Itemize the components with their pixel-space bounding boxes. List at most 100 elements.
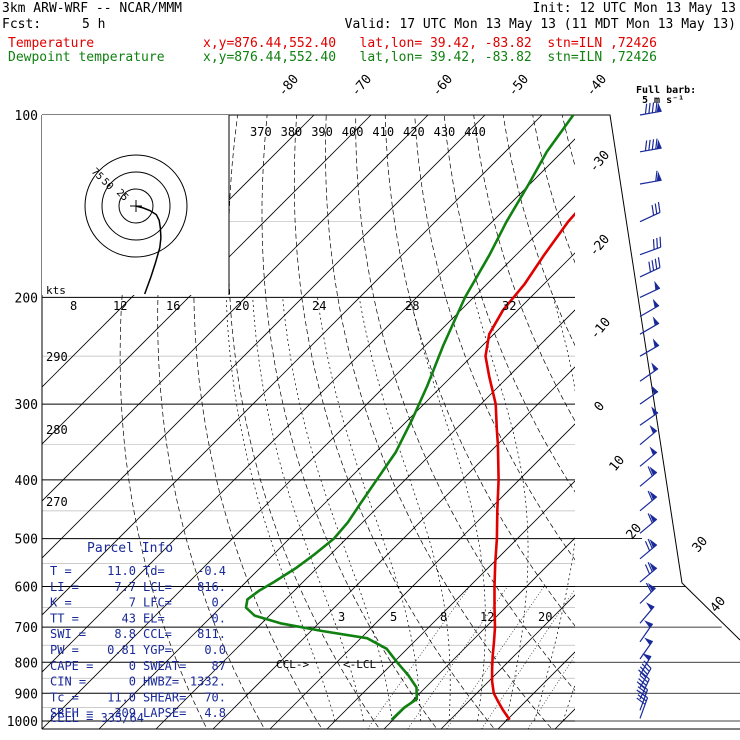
isotherm-label: -40 (584, 72, 611, 100)
wind-barb-feather (644, 564, 651, 575)
wind-barb-feathers (652, 236, 662, 250)
parcel-value: 8.8 (114, 627, 136, 641)
hodograph-trace (135, 205, 162, 295)
mixing-ratio-label: 32 (502, 299, 516, 313)
wind-barb-staff (639, 110, 662, 116)
pressure-tick-label: 700 (15, 621, 38, 636)
parcel-value: 811. (197, 627, 226, 641)
isotherm-label: -60 (430, 72, 457, 100)
dry-adiabat (293, 115, 495, 729)
isotherm-line (42, 115, 543, 616)
wind-barb (639, 236, 662, 256)
wind-barb-pennant (644, 637, 653, 646)
wind-barb-feather (645, 582, 652, 593)
wind-barb (639, 385, 659, 405)
parcel-value: 4.8 (204, 706, 226, 720)
wind-barb-feathers (655, 170, 662, 182)
wind-barb (639, 406, 659, 426)
lcl-marker: <-LCL (343, 658, 376, 671)
parcel-value: 309 (114, 706, 136, 720)
wind-barb-feather (638, 678, 647, 686)
wind-barb-feather (647, 490, 653, 501)
parcel-info: Parcel Info CELL = 335/64 T = 11.0 Td= -0.4… (50, 541, 226, 725)
hodograph-ring (118, 188, 154, 224)
dry-adiabat (621, 115, 740, 734)
wind-barb-pennant (651, 362, 659, 372)
parcel-key: Tc = (50, 690, 79, 704)
theta-label: 380 (281, 125, 303, 139)
dry-adiabat-label: 280 (46, 423, 68, 437)
isotherm-line (42, 115, 486, 559)
parcel-key: LAPSE= (143, 706, 186, 720)
wind-barb-pennant (656, 102, 662, 113)
moist-adiabat (592, 297, 727, 721)
isotherm-label: -50 (506, 72, 533, 100)
wind-barb-staff (639, 668, 652, 688)
isotherm-label: 0 (592, 399, 609, 415)
wind-barb-staff (639, 211, 661, 223)
wind-barb (639, 257, 661, 278)
wind-barb-pennant (649, 446, 657, 456)
parcel-value: 7.7 (114, 580, 136, 594)
wind-barb (639, 582, 656, 604)
mixing-ratio-label: 8 (70, 299, 77, 313)
isotherm-label: -10 (588, 315, 615, 343)
pressure-tick-label: 900 (15, 687, 38, 702)
dry-adiabat (261, 115, 438, 729)
parcel-info-title: Parcel Info (87, 541, 173, 556)
isotherm-label: 30 (690, 534, 712, 556)
wind-barb-feathers (644, 538, 657, 552)
mixing-ratio-label: 8 (440, 610, 447, 624)
wind-barb-pennant (645, 602, 655, 611)
wind-barb (638, 660, 652, 688)
parcel-key: SREH = (50, 706, 93, 720)
theta-label: 390 (311, 125, 333, 139)
barb-legend-title: Full barb: (636, 85, 696, 96)
temperature-label: Temperature (8, 36, 95, 51)
wind-barb (639, 201, 661, 223)
parcel-value: 816. (197, 580, 226, 594)
dry-adiabat-label: 290 (46, 350, 68, 364)
parcel-key: CIN = (50, 675, 86, 689)
wind-barb-feathers (645, 582, 656, 593)
dry-adiabat (193, 115, 323, 729)
wind-barb (639, 602, 655, 624)
wind-barb (636, 691, 649, 719)
wind-barb-staff (639, 322, 660, 335)
wind-barb-feather (654, 203, 658, 214)
wind-barb-feathers (648, 257, 661, 273)
wind-barb-staff (639, 678, 650, 700)
parcel-key: Td= (143, 564, 165, 578)
trace-clip (244, 115, 575, 721)
wind-barb-staff (639, 697, 649, 719)
wind-barb (639, 446, 658, 467)
isotherm-label: 10 (607, 453, 629, 475)
wind-barb-feather (644, 103, 648, 115)
pressure-tick-label: 1000 (7, 715, 38, 730)
dry-adiabat (680, 115, 740, 734)
theta-label: 370 (250, 125, 272, 139)
wind-barb (639, 138, 662, 153)
valid-time: Valid: 17 UTC Mon 13 May 13 (11 MDT Mon … (344, 17, 736, 32)
mixing-ratio-label: 28 (405, 299, 419, 313)
dry-adiabat (592, 115, 740, 734)
wind-barb-feather (638, 669, 647, 678)
wind-barb (639, 513, 658, 534)
wind-barb (639, 637, 654, 660)
theta-label: 410 (372, 125, 394, 139)
hodograph-ring (101, 171, 171, 241)
forecast-label: Fcst: (2, 17, 42, 32)
isotherm-label: 20 (624, 521, 646, 543)
parcel-key: PW = (50, 643, 79, 657)
wind-barb-feathers (644, 620, 653, 628)
mixing-ratio-label: 16 (166, 299, 180, 313)
parcel-key: SHEAR= (143, 690, 186, 704)
wind-barb-pennant (652, 298, 660, 308)
parcel-key: LCL= (143, 580, 172, 594)
wind-barb (639, 280, 661, 298)
wind-barb-feathers (654, 280, 660, 291)
dry-adiabat (228, 115, 380, 729)
dry-adiabat (502, 115, 575, 347)
theta-label: 400 (342, 125, 364, 139)
parcel-value: 87 (212, 659, 226, 673)
